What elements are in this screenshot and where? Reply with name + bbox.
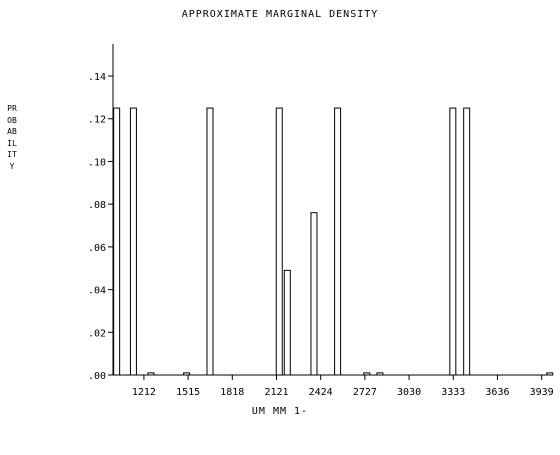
y-tick-label: .04 [88,286,106,297]
x-tick-label: 2121 [264,387,288,398]
bar [206,107,214,376]
x-tick-label: 3636 [485,387,509,398]
x-tick-label: 1818 [220,387,244,398]
y-tick-label: .06 [88,243,106,254]
x-tick-label: 3333 [441,387,465,398]
y-axis-label: PROBABILITY [7,104,17,171]
bar [283,269,291,376]
bar [449,107,457,376]
y-tick-label: .12 [88,115,106,126]
x-tick-label: 2727 [353,387,377,398]
x-tick-label: 3030 [397,387,421,398]
x-tick-label: 2424 [309,387,333,398]
y-tick-label: .00 [88,371,106,382]
y-tick-label: .02 [88,328,106,339]
bars-group [113,107,554,376]
chart-title: APPROXIMATE MARGINAL DENSITY [181,9,379,20]
axes-group: .00 .02 .04 .06 .08 .10 .12 .14 1212 1515 1818 2121… [88,44,554,398]
bar [129,107,137,376]
y-tick-label: .10 [88,157,106,168]
x-tick-label: 1212 [132,387,156,398]
bar [113,107,121,376]
bar [334,107,342,376]
bar [463,107,471,376]
x-axis-label: UM MM 1- [251,406,309,417]
x-tick-label: 1515 [176,387,200,398]
bar [275,107,283,376]
y-tick-label: .08 [88,200,106,211]
x-tick-label: 3939 [530,387,554,398]
bar [310,212,318,376]
y-tick-label: .14 [88,72,106,83]
